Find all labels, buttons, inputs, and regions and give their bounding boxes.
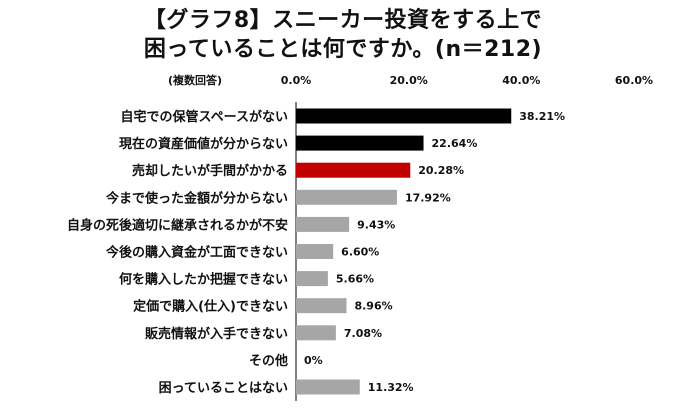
category-label: 販売情報が入手できない [145,326,288,342]
x-tick-label: 20.0% [390,74,428,87]
data-label: 6.60% [341,246,379,259]
data-label: 22.64% [432,137,478,150]
bar [296,298,347,314]
axis-note: (複数回答) [168,73,222,87]
category-label: 困っていることはない [159,381,288,396]
x-tick-label: 0.0% [281,74,312,87]
category-label: 売却したいが手間がかかる [132,163,288,179]
bar [296,162,411,178]
bar [296,271,328,287]
data-label: 38.21% [519,110,565,123]
data-label: 5.66% [336,273,374,286]
data-label: 20.28% [418,164,464,177]
value-labels: 38.21% 22.64% 20.28% 17.92% 9.43% 6.60% 5.66% 8… [304,110,565,394]
bar [296,135,424,151]
data-label: 8.96% [354,300,392,313]
category-labels: 自宅での保管スペースがない現在の資産価値が分からない売却したいが手間がかかる今ま… [67,109,288,396]
data-label: 11.32% [368,381,414,394]
category-label: 定価で購入(仕入)できない [132,299,288,315]
data-label: 17.92% [405,191,451,204]
category-label: 自宅での保管スペースがない [121,109,288,125]
bar [296,189,397,205]
category-label: 今まで使った金額が分からない [105,190,288,206]
x-tick-label: 40.0% [502,74,540,87]
category-label: 自身の死後適切に継承されるかが不安 [67,217,288,233]
bar [296,325,336,341]
category-label: 今後の購入資金が工面できない [105,245,288,261]
bar [296,379,360,395]
category-label: 現在の資産価値が分からない [119,136,288,152]
bar [296,244,334,259]
data-label: 9.43% [357,218,395,231]
x-axis-ticks: (複数回答) 0.0% 20.0% 40.0% 60.0% [168,73,653,87]
chart-title: 【グラフ8】スニーカー投資をする上で 困っていることは何ですか。(n＝212) [0,6,686,64]
chart-title-line-1: 【グラフ8】スニーカー投資をする上で [143,8,543,33]
bar [296,108,512,124]
category-label: その他 [249,353,288,369]
chart-title-line-2: 困っていることは何ですか。(n＝212) [143,37,543,62]
bars [296,108,512,395]
x-tick-label: 60.0% [615,74,653,87]
bar [296,216,350,232]
data-label: 0% [304,354,323,367]
data-label: 7.08% [344,327,382,340]
category-label: 何を購入したか把握できない [119,272,288,288]
